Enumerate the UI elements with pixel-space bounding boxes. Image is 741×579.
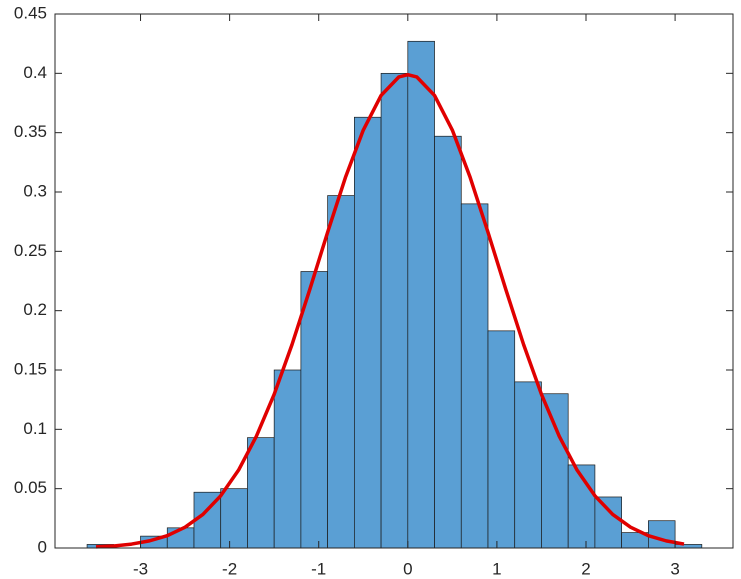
y-tick-label: 0.4 — [23, 63, 47, 82]
bar — [354, 116, 382, 549]
bar — [327, 195, 355, 549]
x-tick-label: 3 — [670, 559, 679, 578]
y-tick-label: 0.45 — [14, 3, 47, 22]
x-tick-label: -1 — [311, 559, 326, 578]
x-tick-label: 1 — [492, 559, 501, 578]
bar — [648, 520, 676, 549]
y-tick-label: 0.25 — [14, 241, 47, 260]
x-tick-label: -2 — [222, 559, 237, 578]
bar — [273, 369, 302, 549]
bar — [407, 40, 435, 549]
y-tick-label: 0.05 — [14, 478, 47, 497]
bar — [434, 135, 462, 549]
x-tick-label: -3 — [133, 559, 148, 578]
y-tick-label: 0.15 — [14, 359, 47, 378]
y-tick-label: 0.1 — [23, 419, 47, 438]
bar — [514, 381, 542, 549]
x-tick-label: 0 — [403, 559, 412, 578]
bar — [247, 437, 275, 549]
y-tick-label: 0 — [38, 537, 47, 556]
x-tick-label: 2 — [581, 559, 590, 578]
bar — [220, 488, 248, 549]
axes-box — [54, 13, 734, 549]
bar — [487, 330, 516, 549]
y-tick-label: 0.35 — [14, 122, 47, 141]
bar — [300, 271, 328, 549]
bar — [541, 393, 569, 549]
y-tick-label: 0.2 — [23, 300, 47, 319]
fit-curve — [95, 72, 685, 549]
y-tick-label: 0.3 — [23, 181, 47, 200]
bar — [594, 496, 622, 549]
bar — [380, 72, 409, 549]
bar — [460, 203, 489, 549]
